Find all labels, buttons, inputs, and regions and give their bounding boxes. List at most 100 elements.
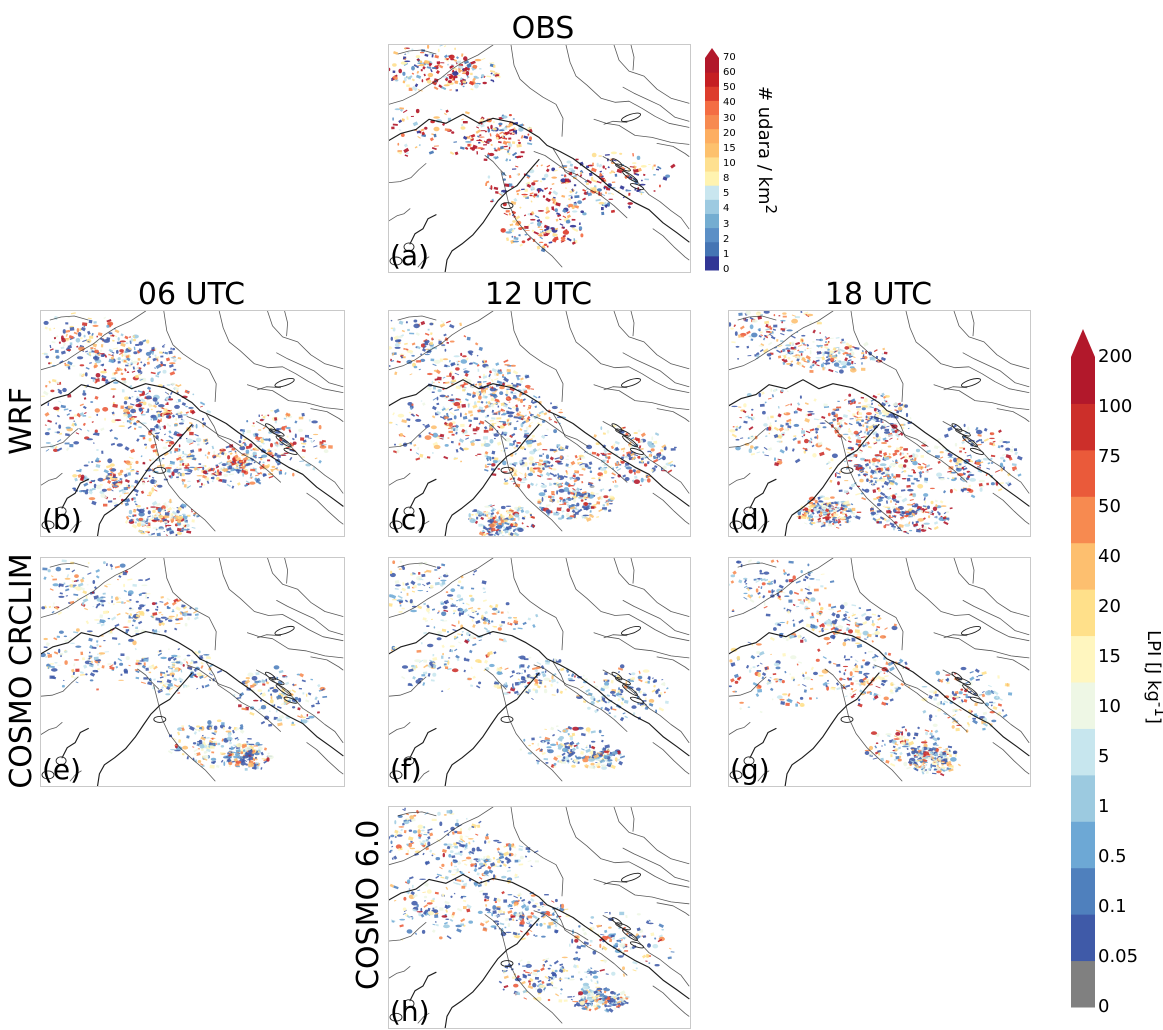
field-mark — [221, 738, 224, 742]
field-mark — [94, 395, 99, 400]
field-mark — [169, 425, 172, 427]
field-mark — [915, 507, 921, 512]
field-mark — [959, 450, 962, 453]
field-mark — [909, 498, 914, 501]
field-mark — [806, 313, 814, 317]
field-mark — [117, 357, 121, 361]
field-mark — [606, 502, 609, 506]
field-mark — [840, 424, 843, 428]
field-mark — [887, 412, 890, 415]
field-mark — [897, 431, 899, 433]
field-mark — [72, 474, 78, 478]
field-mark — [558, 484, 561, 486]
field-mark — [821, 505, 828, 510]
field-mark — [1009, 448, 1014, 453]
field-mark — [487, 517, 492, 519]
field-mark — [118, 367, 123, 372]
field-mark — [184, 524, 187, 528]
field-mark — [903, 454, 908, 459]
field-mark — [568, 203, 574, 208]
field-mark — [414, 65, 419, 68]
field-mark — [409, 448, 412, 451]
field-mark — [786, 362, 791, 365]
field-mark — [480, 140, 485, 144]
field-mark — [622, 196, 625, 199]
field-mark — [526, 440, 533, 445]
field-mark — [100, 493, 106, 498]
field-mark — [895, 474, 901, 478]
field-mark — [437, 389, 442, 393]
field-mark — [519, 243, 523, 247]
field-mark — [186, 457, 193, 460]
field-mark — [505, 393, 509, 397]
field-mark — [451, 394, 454, 396]
field-mark — [910, 459, 915, 462]
field-mark — [150, 444, 155, 449]
field-mark — [461, 118, 464, 121]
field-mark — [876, 479, 881, 482]
field-mark — [589, 452, 592, 455]
field-mark — [292, 472, 295, 477]
field-mark — [446, 423, 449, 426]
field-mark — [189, 466, 196, 469]
field-mark — [51, 668, 58, 672]
field-mark — [474, 58, 482, 62]
field-mark — [475, 426, 480, 431]
field-mark — [538, 454, 543, 457]
field-mark — [963, 423, 966, 428]
field-mark — [748, 426, 754, 431]
field-mark — [803, 522, 808, 525]
field-mark — [550, 402, 552, 405]
field-mark — [842, 510, 844, 514]
field-mark — [162, 508, 165, 512]
field-mark — [756, 451, 761, 454]
field-mark — [823, 403, 828, 407]
field-mark — [877, 393, 880, 395]
field-mark — [487, 128, 490, 133]
field-mark — [596, 453, 600, 457]
field-mark — [553, 420, 558, 424]
field-mark — [125, 515, 130, 520]
field-mark — [124, 368, 127, 372]
field-mark — [480, 409, 485, 413]
field-mark — [158, 528, 163, 531]
field-mark — [543, 495, 549, 498]
field-mark — [560, 409, 562, 411]
field-mark — [480, 130, 486, 132]
field-mark — [267, 414, 270, 417]
field-mark — [602, 201, 608, 206]
field-mark — [961, 476, 966, 480]
field-mark — [773, 388, 777, 392]
field-mark — [444, 364, 448, 368]
field-mark — [661, 444, 667, 449]
field-mark — [892, 460, 894, 462]
field-mark — [439, 323, 446, 328]
field-mark — [44, 326, 48, 330]
island-outline — [729, 520, 743, 530]
field-mark — [818, 418, 822, 420]
field-mark — [767, 397, 772, 400]
field-mark — [204, 438, 208, 442]
field-mark — [864, 398, 868, 403]
field-mark — [135, 460, 139, 464]
field-group — [41, 559, 328, 771]
field-mark — [928, 468, 933, 470]
field-mark — [549, 472, 555, 476]
field-mark — [652, 455, 657, 460]
field-mark — [258, 460, 262, 465]
boundary-line — [41, 311, 147, 371]
field-mark — [172, 347, 176, 351]
field-mark — [983, 438, 989, 442]
field-mark — [914, 510, 918, 514]
field-mark — [870, 469, 875, 474]
field-mark — [917, 528, 921, 531]
field-mark — [499, 145, 504, 150]
field-mark — [456, 56, 459, 60]
field-mark — [814, 516, 820, 518]
field-mark — [455, 427, 459, 432]
field-mark — [731, 405, 738, 408]
field-mark — [572, 487, 576, 491]
boundary-line — [389, 379, 690, 507]
field-mark — [113, 436, 119, 441]
field-mark — [499, 385, 505, 390]
